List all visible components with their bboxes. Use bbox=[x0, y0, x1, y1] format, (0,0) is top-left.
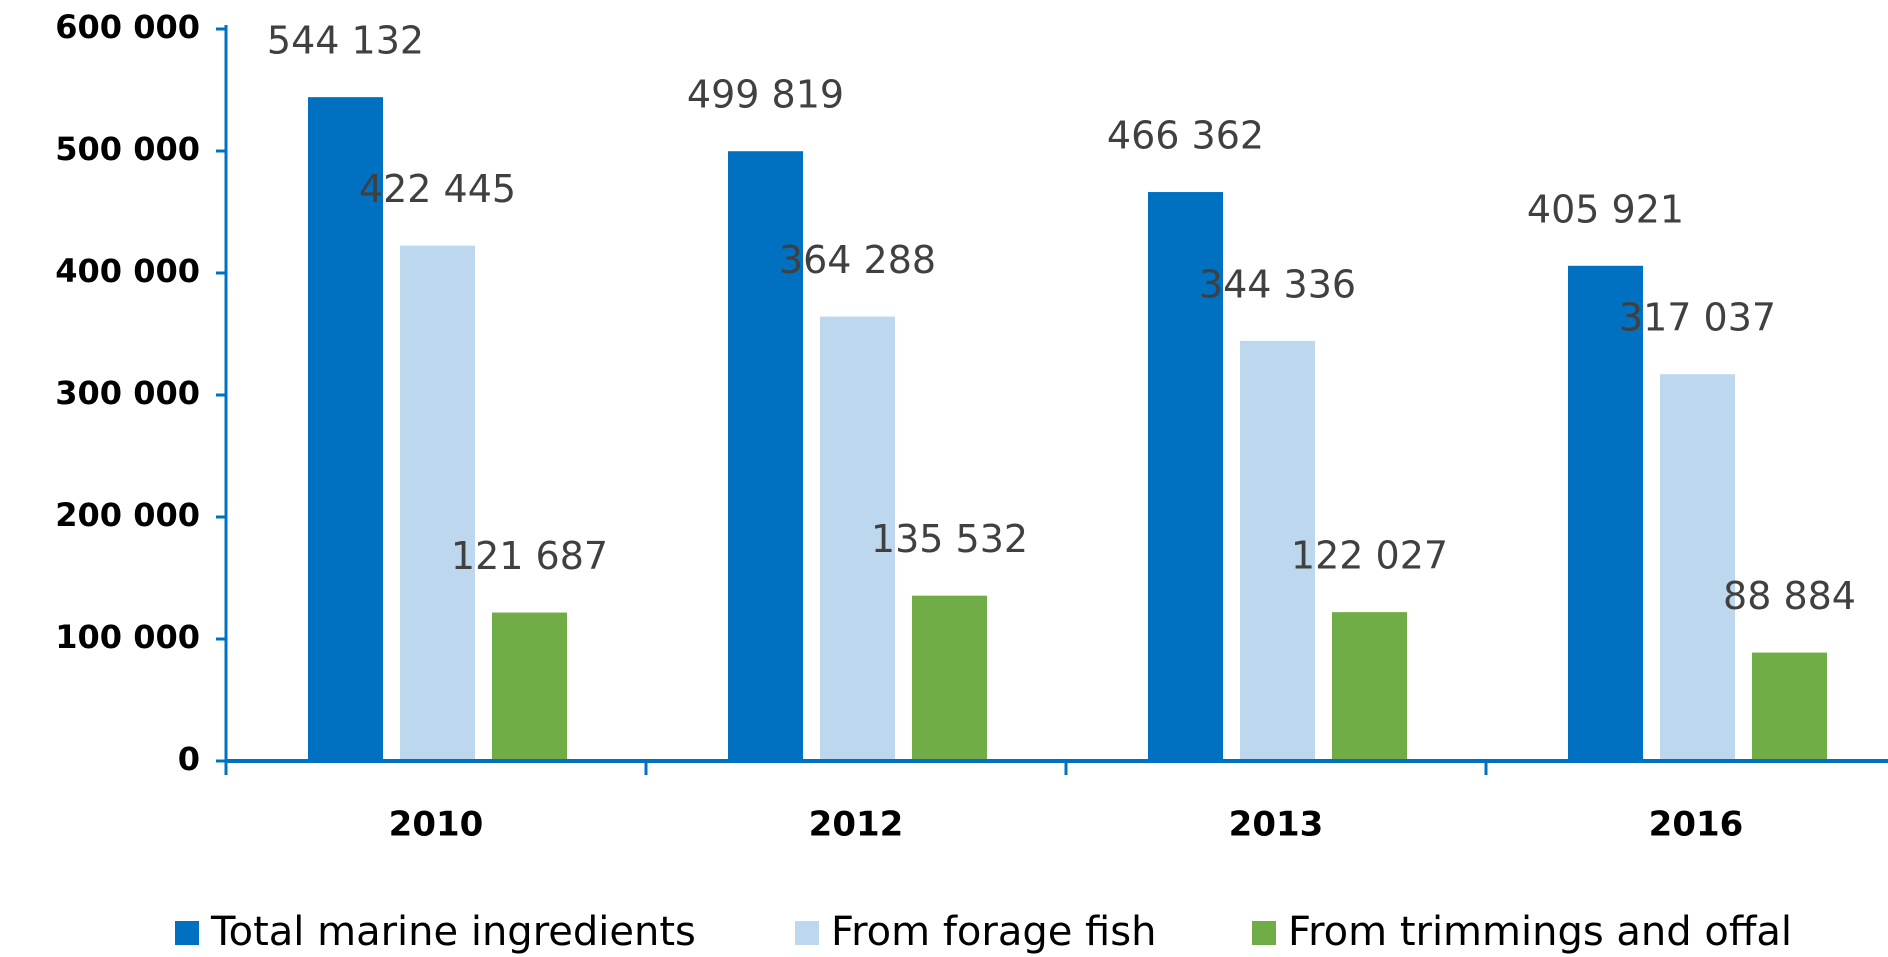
y-tick-label: 400 000 bbox=[55, 252, 200, 290]
y-tick-label: 500 000 bbox=[55, 130, 200, 168]
value-label: 466 362 bbox=[1107, 114, 1264, 158]
bar bbox=[308, 97, 383, 762]
bar bbox=[1568, 265, 1643, 761]
value-label: 405 921 bbox=[1527, 187, 1684, 231]
value-label: 135 532 bbox=[871, 517, 1028, 561]
bar bbox=[728, 151, 803, 761]
y-tick-label: 600 000 bbox=[55, 8, 200, 46]
x-tick-label: 2016 bbox=[1649, 805, 1744, 845]
bar bbox=[1752, 652, 1827, 761]
legend-label: From forage fish bbox=[831, 909, 1156, 955]
y-tick-label: 200 000 bbox=[55, 496, 200, 534]
value-label: 544 132 bbox=[267, 19, 424, 63]
bar bbox=[912, 595, 987, 761]
value-label: 499 819 bbox=[687, 73, 844, 117]
y-tick-label: 300 000 bbox=[55, 374, 200, 412]
legend-swatch bbox=[175, 921, 199, 945]
bar bbox=[400, 245, 475, 762]
y-tick-label: 100 000 bbox=[55, 618, 200, 656]
bar bbox=[1660, 374, 1735, 761]
bar bbox=[492, 612, 567, 761]
value-label: 317 037 bbox=[1619, 296, 1776, 340]
x-tick-label: 2012 bbox=[809, 805, 904, 845]
value-label: 121 687 bbox=[451, 534, 608, 578]
y-tick-label: 0 bbox=[178, 740, 200, 778]
legend-swatch bbox=[1252, 921, 1276, 945]
value-label: 344 336 bbox=[1199, 262, 1356, 306]
bar bbox=[1332, 612, 1407, 761]
x-tick-label: 2013 bbox=[1229, 805, 1324, 845]
value-label: 422 445 bbox=[359, 167, 516, 211]
bar bbox=[1240, 340, 1315, 761]
bar bbox=[1148, 192, 1223, 762]
bar bbox=[820, 316, 895, 761]
legend-label: From trimmings and offal bbox=[1288, 909, 1792, 955]
legend-swatch bbox=[795, 921, 819, 945]
value-label: 122 027 bbox=[1291, 534, 1448, 578]
value-label: 88 884 bbox=[1723, 574, 1856, 618]
legend-label: Total marine ingredients bbox=[210, 909, 696, 955]
value-label: 364 288 bbox=[779, 238, 936, 282]
x-tick-label: 2010 bbox=[389, 805, 484, 845]
